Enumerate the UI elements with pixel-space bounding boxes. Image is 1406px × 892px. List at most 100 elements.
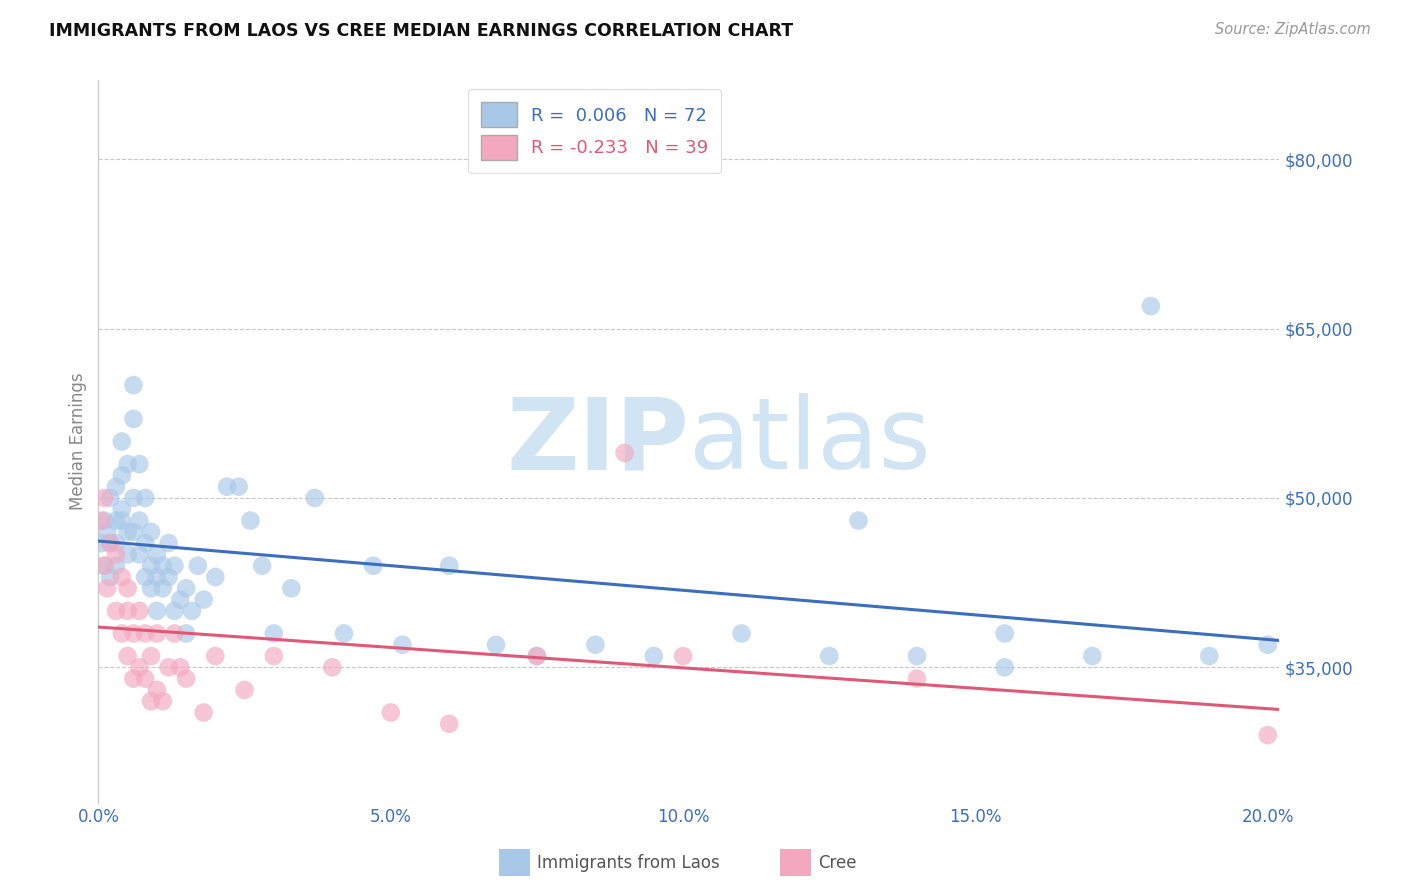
Point [181, 604, 204, 618]
Point [152, 558, 174, 573]
Point [93, 558, 115, 573]
Point [239, 514, 262, 528]
Point [128, 660, 150, 674]
Point [128, 548, 150, 562]
Point [361, 558, 384, 573]
Point [380, 706, 402, 720]
Point [174, 626, 197, 640]
Point [848, 514, 870, 528]
Point [139, 694, 162, 708]
Point [613, 446, 636, 460]
Point [117, 548, 139, 562]
Point [583, 638, 606, 652]
Point [104, 536, 127, 550]
Point [485, 638, 508, 652]
Point [146, 682, 169, 697]
Point [152, 582, 174, 596]
Y-axis label: Median Earnings: Median Earnings [69, 373, 87, 510]
Point [228, 480, 250, 494]
Legend: R =  0.006   N = 72, R = -0.233   N = 39: R = 0.006 N = 72, R = -0.233 N = 39 [468, 89, 721, 173]
Text: Cree: Cree [818, 854, 856, 871]
Point [233, 682, 256, 697]
Point [526, 648, 548, 663]
Point [98, 536, 121, 550]
Point [122, 412, 145, 426]
Point [672, 648, 695, 663]
Text: IMMIGRANTS FROM LAOS VS CREE MEDIAN EARNINGS CORRELATION CHART: IMMIGRANTS FROM LAOS VS CREE MEDIAN EARN… [49, 22, 793, 40]
Point [905, 672, 928, 686]
Point [134, 672, 156, 686]
Point [117, 604, 139, 618]
Point [643, 648, 665, 663]
Point [96, 524, 118, 539]
Point [96, 582, 118, 596]
Point [139, 524, 162, 539]
Point [128, 604, 150, 618]
Point [263, 648, 285, 663]
Point [104, 604, 127, 618]
Point [439, 716, 461, 731]
Point [526, 648, 548, 663]
Point [139, 648, 162, 663]
Point [280, 582, 302, 596]
Point [111, 626, 134, 640]
Point [730, 626, 752, 640]
Text: atlas: atlas [689, 393, 931, 490]
Point [994, 626, 1017, 640]
Text: Immigrants from Laos: Immigrants from Laos [537, 854, 720, 871]
Point [111, 570, 134, 584]
Point [93, 558, 115, 573]
Point [139, 558, 162, 573]
Point [157, 536, 180, 550]
Point [117, 582, 139, 596]
Point [122, 524, 145, 539]
Point [1257, 728, 1279, 742]
Text: ZIP: ZIP [506, 393, 689, 490]
Point [304, 491, 326, 505]
Point [439, 558, 461, 573]
Point [204, 570, 226, 584]
Point [122, 626, 145, 640]
Point [146, 548, 169, 562]
Point [98, 570, 121, 584]
Point [134, 626, 156, 640]
Point [98, 491, 121, 505]
Point [146, 626, 169, 640]
Point [263, 626, 285, 640]
Point [111, 514, 134, 528]
Point [169, 660, 191, 674]
Point [163, 558, 186, 573]
Point [111, 468, 134, 483]
Point [90, 536, 112, 550]
Point [163, 604, 186, 618]
Point [169, 592, 191, 607]
Point [321, 660, 343, 674]
Point [117, 648, 139, 663]
Point [146, 604, 169, 618]
Point [93, 514, 115, 528]
Point [994, 660, 1017, 674]
Point [104, 548, 127, 562]
Point [193, 706, 215, 720]
Point [174, 582, 197, 596]
Point [1140, 299, 1163, 313]
Point [93, 491, 115, 505]
Point [215, 480, 238, 494]
Point [134, 536, 156, 550]
Point [134, 570, 156, 584]
Text: Source: ZipAtlas.com: Source: ZipAtlas.com [1215, 22, 1371, 37]
Point [134, 491, 156, 505]
Point [104, 514, 127, 528]
Point [391, 638, 413, 652]
Point [104, 480, 127, 494]
Point [111, 434, 134, 449]
Point [174, 672, 197, 686]
Point [122, 491, 145, 505]
Point [90, 514, 112, 528]
Point [1257, 638, 1279, 652]
Point [163, 626, 186, 640]
Point [187, 558, 209, 573]
Point [122, 378, 145, 392]
Point [905, 648, 928, 663]
Point [1198, 648, 1220, 663]
